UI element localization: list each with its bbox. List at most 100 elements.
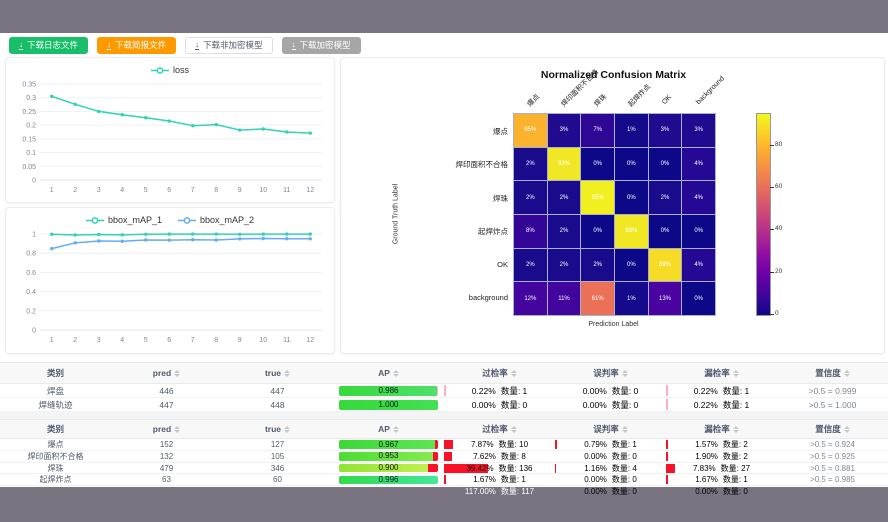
column-header-label: 漏检率 — [704, 424, 730, 434]
sort-desc-icon[interactable] — [284, 429, 291, 433]
sort-carets-icon[interactable] — [510, 369, 517, 377]
rate-count: 数量: 0 — [611, 487, 637, 497]
sort-asc-icon[interactable] — [843, 369, 850, 373]
rate-count: 数量: 1 — [611, 440, 637, 449]
sort-carets-icon[interactable] — [284, 369, 291, 377]
rate-percent: 0.00% — [471, 399, 496, 410]
sort-carets-icon[interactable] — [732, 369, 739, 377]
column-header-pred[interactable]: pred — [111, 424, 222, 434]
rate-count: 数量: 117 — [500, 487, 535, 497]
sort-asc-icon[interactable] — [392, 425, 399, 429]
sort-desc-icon[interactable] — [174, 429, 181, 433]
true-cell: 60 — [273, 475, 282, 485]
column-header-置信度[interactable]: 置信度 — [777, 423, 888, 435]
sort-asc-icon[interactable] — [392, 369, 399, 373]
confusion-matrix-grid: 85% 3% 7% 1% 3% 3% 2% 93% 0% 0% 0% 4% 2% 2% 95% 0% 2% 4% 8… — [513, 113, 716, 316]
sort-carets-icon[interactable] — [392, 369, 399, 377]
legend-item-bbox_mAP_2[interactable]: bbox_mAP_2 — [178, 215, 254, 225]
sort-desc-icon[interactable] — [510, 429, 517, 433]
matrix-cell: 4% — [682, 181, 715, 214]
sort-desc-icon[interactable] — [510, 373, 517, 377]
rate-percent: 0.00% — [582, 399, 607, 410]
sort-desc-icon[interactable] — [284, 373, 291, 377]
legend-item-bbox_mAP_1[interactable]: bbox_mAP_1 — [85, 215, 162, 225]
sort-desc-icon[interactable] — [392, 429, 399, 433]
column-header-置信度[interactable]: 置信度 — [777, 367, 888, 379]
rate-bar — [666, 463, 675, 473]
matrix-cell: 1% — [615, 114, 648, 147]
colorbar-tick-label: 20 — [775, 267, 783, 275]
matrix-cell: 3% — [547, 114, 581, 147]
matrix-cell: 0% — [615, 147, 648, 181]
sort-asc-icon[interactable] — [732, 369, 739, 373]
table-row: 焊印面积不合格 132 105 0.953 7.62% 数量: 8 0.00% 数量: 0 1.… — [0, 450, 888, 463]
column-header-过检率[interactable]: 过检率 — [444, 423, 555, 435]
download-report-button[interactable]: ↓ 下载简报文件 — [97, 37, 177, 54]
sort-carets-icon[interactable] — [843, 425, 850, 433]
sort-carets-icon[interactable] — [732, 425, 739, 433]
rate-bar — [444, 440, 453, 449]
sort-carets-icon[interactable] — [174, 425, 181, 433]
sort-desc-icon[interactable] — [732, 429, 739, 433]
sort-asc-icon[interactable] — [174, 425, 181, 429]
download-icon: ↓ — [107, 40, 112, 50]
sort-carets-icon[interactable] — [621, 425, 628, 433]
sort-desc-icon[interactable] — [843, 373, 850, 377]
overdetect-rate-cell: 7.62% 数量: 8 — [444, 451, 555, 462]
ap-bar-fill — [339, 440, 435, 449]
column-header-误判率[interactable]: 误判率 — [555, 367, 666, 379]
ap-value: 0.900 — [378, 463, 399, 473]
sort-desc-icon[interactable] — [732, 373, 739, 377]
colorbar-tick-label: 60 — [775, 183, 783, 191]
sort-carets-icon[interactable] — [392, 425, 399, 433]
rate-percent: 0.00% — [584, 475, 607, 485]
sort-asc-icon[interactable] — [621, 369, 628, 373]
sort-desc-icon[interactable] — [843, 429, 850, 433]
confusion-matrix-title: Normalized Confusion Matrix — [540, 69, 687, 81]
sort-carets-icon[interactable] — [174, 369, 181, 377]
sort-carets-icon[interactable] — [843, 369, 850, 377]
sort-desc-icon[interactable] — [392, 373, 399, 377]
missed-rate-cell: 0.00% 数量: 0 — [666, 486, 777, 497]
rate-count: 数量: 0 — [611, 475, 637, 485]
sort-asc-icon[interactable] — [284, 369, 291, 373]
matrix-cell: 3% — [682, 114, 715, 147]
sort-asc-icon[interactable] — [174, 369, 181, 373]
ap-bar: 0.986 — [339, 385, 438, 396]
sort-asc-icon[interactable] — [284, 425, 291, 429]
ap-bar-fill — [339, 452, 434, 461]
download-unencrypted-model-button[interactable]: ↓ 下载非加密模型 — [185, 37, 273, 54]
download-log-button[interactable]: ↓ 下载日志文件 — [9, 37, 89, 54]
sort-carets-icon[interactable] — [510, 425, 517, 433]
column-header-pred[interactable]: pred — [111, 368, 222, 378]
sort-carets-icon[interactable] — [284, 425, 291, 433]
svg-text:10: 10 — [259, 337, 267, 344]
sort-asc-icon[interactable] — [732, 425, 739, 429]
column-header-过检率[interactable]: 过检率 — [444, 367, 555, 379]
column-header-漏检率[interactable]: 漏检率 — [666, 423, 777, 435]
legend-item-loss[interactable]: loss — [150, 65, 189, 75]
sort-desc-icon[interactable] — [621, 429, 628, 433]
column-header-AP[interactable]: AP — [333, 368, 444, 378]
sort-desc-icon[interactable] — [174, 373, 181, 377]
true-cell: 346 — [270, 463, 285, 473]
column-header-误判率[interactable]: 误判率 — [555, 423, 666, 435]
sort-asc-icon[interactable] — [510, 369, 517, 373]
ap-bar-fill — [339, 385, 437, 396]
colorbar-tick-mark — [770, 271, 774, 273]
results-tables: 类别 pred true AP 过检率 误判率 漏检率 置信度 焊盘 446 447 0.986 0.2… — [0, 362, 888, 498]
sort-asc-icon[interactable] — [510, 425, 517, 429]
column-header-true[interactable]: true — [222, 424, 333, 434]
sort-carets-icon[interactable] — [621, 369, 628, 377]
sort-asc-icon[interactable] — [843, 425, 850, 429]
column-header-AP[interactable]: AP — [333, 424, 444, 434]
column-header-漏检率[interactable]: 漏检率 — [666, 367, 777, 379]
ap-bar-fill — [339, 399, 438, 410]
confidence-cell: >0.5 = 0.925 — [810, 451, 855, 461]
sort-asc-icon[interactable] — [621, 425, 628, 429]
rate-percent: 117.00% — [464, 487, 496, 497]
download-encrypted-model-button[interactable]: ↓ 下载加密模型 — [281, 37, 361, 54]
svg-text:6: 6 — [167, 337, 171, 344]
column-header-true[interactable]: true — [222, 368, 333, 378]
sort-desc-icon[interactable] — [621, 373, 628, 377]
